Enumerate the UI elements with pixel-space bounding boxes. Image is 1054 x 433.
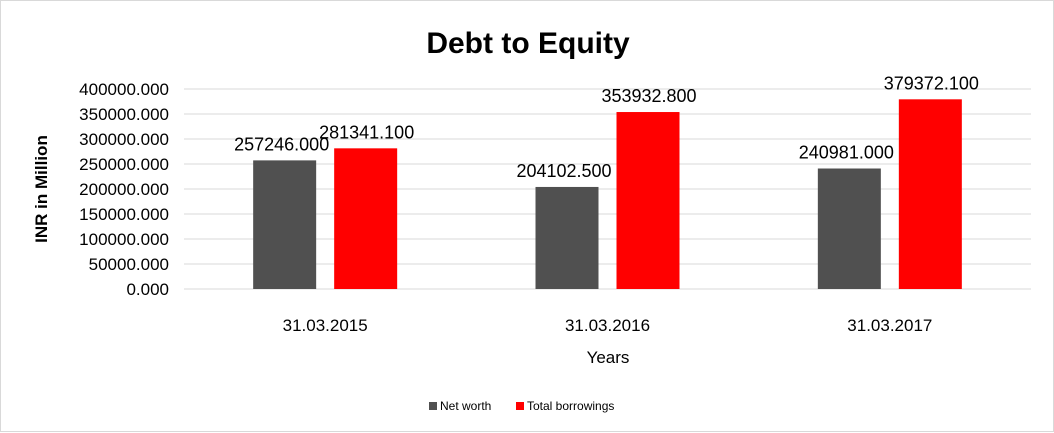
data-label: 281341.100: [319, 122, 414, 142]
legend-swatch: [516, 402, 524, 410]
gridlines: [184, 88, 1031, 290]
data-label: 257246.000: [234, 134, 329, 154]
y-tick-label: 200000.000: [79, 180, 169, 199]
legend-label: Net worth: [440, 399, 491, 413]
data-label: 353932.800: [601, 86, 696, 106]
bar-total-borrowings: [616, 112, 680, 289]
bar-net-worth: [535, 186, 599, 289]
x-tick-label: 31.03.2015: [283, 316, 368, 335]
y-tick-label: 50000.000: [89, 255, 169, 274]
y-tick-label: 300000.000: [79, 130, 169, 149]
y-tick-label: 100000.000: [79, 230, 169, 249]
bar-total-borrowings: [334, 148, 398, 289]
x-axis-title: Years: [587, 348, 630, 367]
legend: Net worth Total borrowings: [429, 399, 614, 413]
y-axis-ticks: 0.000 50000.000 100000.000 150000.000 200000…: [79, 80, 169, 299]
y-tick-label: 400000.000: [79, 80, 169, 99]
legend-swatch: [429, 402, 437, 410]
bar-net-worth: [253, 160, 317, 289]
x-axis-ticks: 31.03.2015 31.03.2016 31.03.2017: [283, 316, 933, 335]
data-label: 240981.000: [799, 143, 894, 163]
data-label: 204102.500: [516, 161, 611, 181]
x-tick-label: 31.03.2016: [565, 316, 650, 335]
bar-total-borrowings: [898, 99, 962, 289]
y-tick-label: 150000.000: [79, 205, 169, 224]
y-tick-label: 250000.000: [79, 155, 169, 174]
y-tick-label: 0.000: [126, 280, 169, 299]
bars: [253, 99, 962, 289]
x-tick-label: 31.03.2017: [847, 316, 932, 335]
legend-label: Total borrowings: [527, 399, 614, 413]
chart-title: Debt to Equity: [426, 27, 630, 60]
y-tick-label: 350000.000: [79, 105, 169, 124]
data-label: 379372.100: [884, 73, 979, 93]
y-axis-title: INR in Million: [32, 135, 51, 243]
bar-net-worth: [817, 168, 881, 289]
